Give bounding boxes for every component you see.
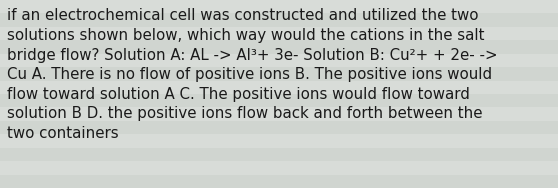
Bar (0, 175, 558, 188)
Bar (0, 13, 558, 27)
Bar (0, 148, 558, 161)
Text: if an electrochemical cell was constructed and utilized the two
solutions shown : if an electrochemical cell was construct… (7, 8, 498, 141)
Bar (0, 94, 558, 107)
Bar (0, 67, 558, 81)
Bar (0, 40, 558, 54)
Bar (0, 121, 558, 134)
